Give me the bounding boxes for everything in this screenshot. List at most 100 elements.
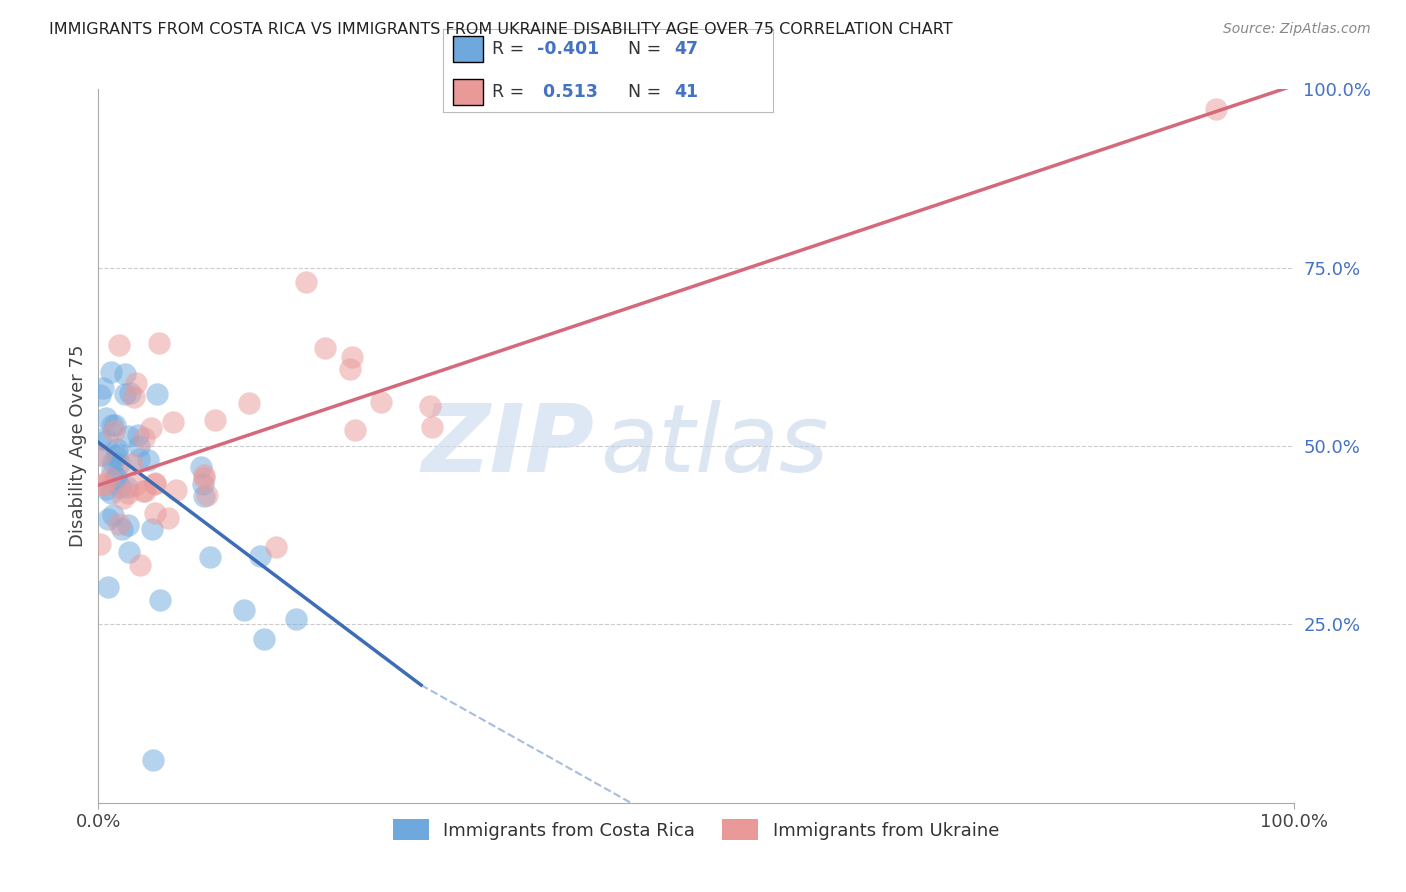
Point [128, 439, 150, 453]
Point [117, 429, 139, 443]
Point [100, 417, 122, 432]
Legend: Immigrants from Costa Rica, Immigrants from Ukraine: Immigrants from Costa Rica, Immigrants f… [385, 812, 1007, 847]
Point [128, 558, 150, 573]
Point [118, 545, 141, 559]
Point [162, 415, 184, 429]
Point [104, 417, 127, 432]
Point [89, 388, 111, 402]
Point [141, 421, 163, 435]
Point [105, 471, 128, 485]
Text: IMMIGRANTS FROM COSTA RICA VS IMMIGRANTS FROM UKRAINE DISABILITY AGE OVER 75 COR: IMMIGRANTS FROM COSTA RICA VS IMMIGRANTS… [49, 22, 953, 37]
Point [107, 447, 129, 461]
Point [96, 433, 118, 447]
Point [232, 602, 254, 616]
Point [204, 413, 226, 427]
Point [284, 611, 307, 625]
FancyBboxPatch shape [453, 36, 482, 62]
Y-axis label: Disability Age Over 75: Disability Age Over 75 [69, 344, 87, 548]
Point [103, 508, 125, 522]
Point [100, 461, 122, 475]
Point [145, 506, 167, 520]
Point [108, 457, 131, 471]
Point [112, 491, 135, 506]
Point [142, 753, 165, 767]
Point [114, 367, 136, 381]
Point [419, 400, 441, 414]
Point [105, 442, 128, 457]
Point [370, 395, 392, 409]
Point [115, 480, 138, 494]
Point [98, 471, 121, 485]
Point [238, 396, 260, 410]
Point [339, 362, 361, 376]
Point [121, 457, 143, 471]
Point [136, 453, 159, 467]
Point [96, 482, 118, 496]
Point [141, 522, 163, 536]
Point [264, 540, 287, 554]
Point [93, 478, 115, 492]
Point [145, 476, 167, 491]
Text: Source: ZipAtlas.com: Source: ZipAtlas.com [1223, 22, 1371, 37]
Point [105, 469, 128, 483]
Point [124, 477, 146, 491]
Text: 0.513: 0.513 [537, 83, 598, 101]
Text: atlas: atlas [600, 401, 828, 491]
Point [420, 420, 443, 434]
Text: R =: R = [492, 83, 530, 101]
Text: 47: 47 [675, 40, 699, 58]
Point [117, 517, 139, 532]
Point [193, 467, 215, 482]
Point [125, 376, 148, 390]
Point [132, 431, 155, 445]
Point [108, 338, 131, 352]
Point [91, 381, 114, 395]
Point [100, 365, 122, 379]
Point [314, 341, 336, 355]
Point [128, 451, 150, 466]
Text: 41: 41 [675, 83, 699, 101]
Point [148, 336, 170, 351]
Text: ZIP: ZIP [422, 400, 595, 492]
Point [97, 581, 120, 595]
Point [157, 511, 180, 525]
Text: R =: R = [492, 40, 530, 58]
Point [195, 488, 218, 502]
Point [114, 387, 136, 401]
Point [103, 424, 125, 438]
Point [122, 390, 145, 404]
Point [191, 477, 214, 491]
Point [97, 512, 120, 526]
Point [193, 490, 215, 504]
Point [344, 423, 367, 437]
Point [108, 480, 131, 494]
Point [249, 549, 271, 564]
Point [90, 448, 112, 462]
Point [117, 486, 139, 500]
Point [143, 476, 166, 491]
Point [105, 449, 128, 463]
Point [127, 428, 149, 442]
Point [118, 385, 141, 400]
Text: N =: N = [628, 40, 666, 58]
Point [131, 483, 153, 498]
Point [91, 448, 114, 462]
Point [294, 275, 316, 289]
Point [253, 632, 276, 646]
Point [340, 351, 363, 365]
Point [146, 387, 169, 401]
Point [193, 471, 215, 485]
Point [89, 432, 111, 446]
Point [101, 454, 124, 468]
Point [91, 477, 114, 491]
Point [134, 483, 156, 498]
Point [198, 549, 221, 564]
Point [166, 483, 188, 497]
Point [149, 593, 172, 607]
Text: N =: N = [628, 83, 666, 101]
Point [107, 517, 129, 532]
FancyBboxPatch shape [453, 78, 482, 105]
Point [100, 486, 122, 500]
Point [1205, 102, 1227, 116]
Point [89, 537, 111, 551]
